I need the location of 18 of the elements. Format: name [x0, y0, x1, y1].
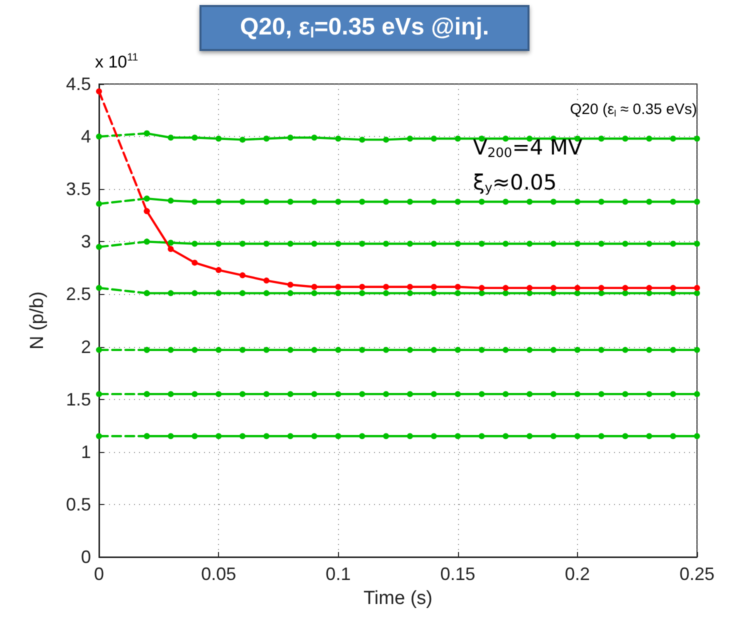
x-axis-title: Time (s) [364, 588, 432, 609]
y-tick-label: 0 [80, 547, 91, 567]
y-tick-label: 3 [80, 232, 91, 252]
x-tick-label: 0.25 [679, 564, 715, 584]
x-tick-label: 0.1 [326, 564, 351, 584]
y-tick-label: 0.5 [66, 494, 91, 514]
x-tick-label: 0.05 [201, 564, 236, 584]
x-tick-label: 0.15 [440, 564, 476, 584]
x-tick-label: 0.2 [564, 564, 590, 584]
y-tick-label: 1 [80, 442, 91, 462]
y-tick-label: 2 [80, 336, 91, 357]
y-tick-label: 3.5 [66, 179, 91, 200]
y-tick-label: 2.5 [66, 284, 91, 304]
y-tick-label: 4.5 [66, 74, 91, 94]
y-axis-title: N (p/b) [27, 291, 48, 350]
y-tick-label: 4 [80, 126, 91, 147]
y-tick-label: 1.5 [66, 389, 91, 410]
x-tick-label: 0 [94, 564, 104, 584]
